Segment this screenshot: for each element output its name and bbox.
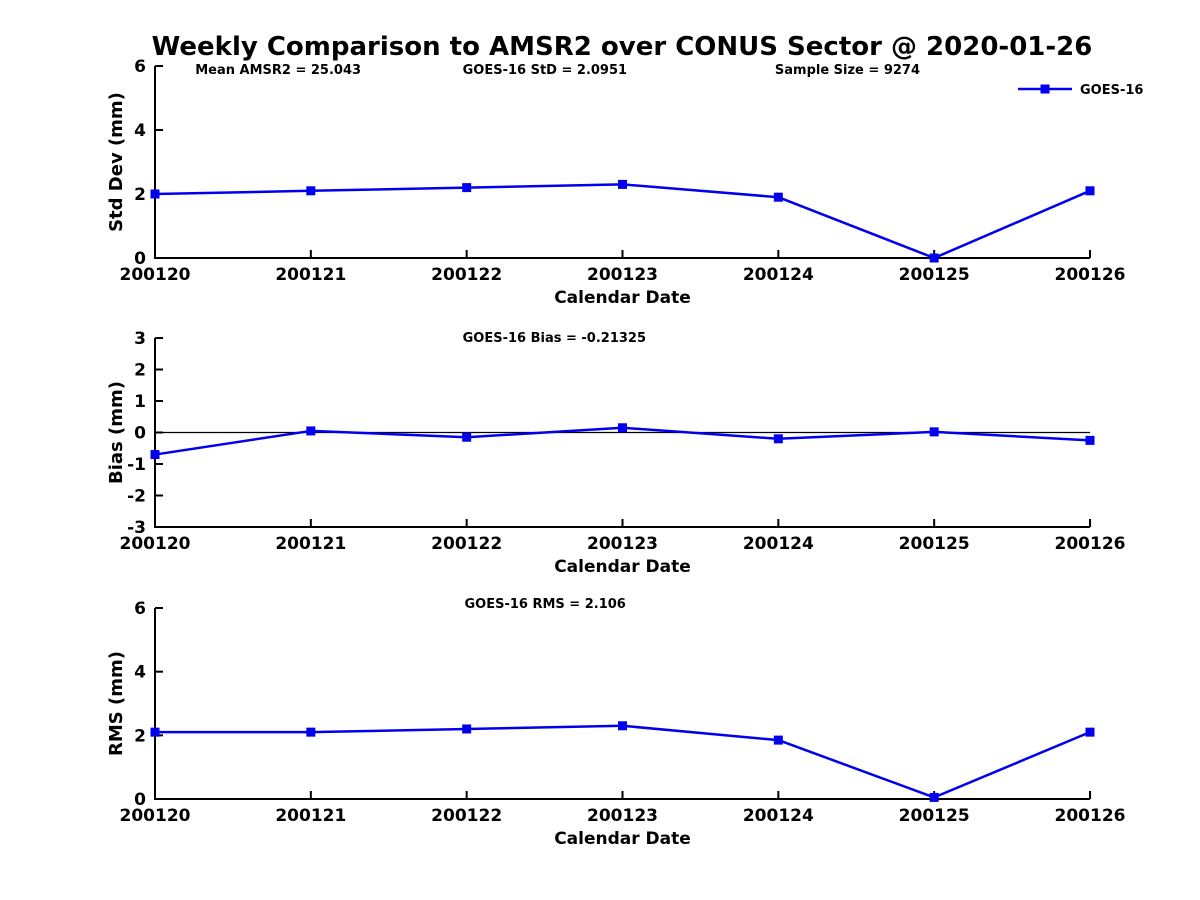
x-axis-label: Calendar Date: [554, 829, 691, 849]
y-axis-label: Std Dev (mm): [106, 92, 127, 232]
y-axis-label: Bias (mm): [106, 381, 127, 484]
data-point-marker: [618, 179, 627, 189]
data-point-marker: [462, 183, 472, 193]
stat-annotation: GOES-16 StD = 2.0951: [463, 63, 627, 78]
y-tick-label: 1: [134, 392, 146, 412]
y-tick-label: 6: [134, 57, 146, 77]
y-tick-label: 0: [134, 424, 146, 444]
stat-annotation: Mean AMSR2 = 25.043: [195, 63, 361, 78]
x-tick-label: 200123: [587, 265, 658, 285]
data-point-marker: [306, 186, 316, 196]
y-tick-label: 6: [134, 599, 146, 619]
x-tick-label: 200122: [431, 534, 502, 554]
data-point-marker: [929, 253, 939, 263]
axis-line: [154, 608, 1090, 800]
data-point-marker: [1085, 435, 1095, 445]
x-tick-label: 200124: [743, 806, 814, 826]
x-tick-label: 200122: [431, 806, 502, 826]
y-tick-label: 4: [134, 121, 146, 141]
y-tick-label: -1: [127, 455, 146, 475]
data-point-marker: [1085, 186, 1095, 196]
data-point-marker: [773, 434, 783, 444]
y-tick-label: 3: [134, 329, 146, 349]
x-tick-label: 200125: [899, 806, 970, 826]
x-tick-label: 200121: [275, 265, 346, 285]
data-point-marker: [618, 423, 627, 433]
x-tick-label: 200126: [1055, 265, 1126, 285]
y-tick-label: -3: [127, 518, 146, 538]
y-axis-label: RMS (mm): [106, 651, 127, 756]
data-point-marker: [150, 727, 160, 737]
y-tick-label: 2: [134, 726, 146, 746]
data-point-marker: [773, 735, 783, 745]
y-tick-label: 2: [134, 361, 146, 381]
x-tick-label: 200120: [120, 806, 191, 826]
data-point-marker: [462, 432, 472, 442]
series-line: [154, 183, 1091, 260]
x-tick-label: 200123: [587, 534, 658, 554]
x-tick-label: 200124: [743, 265, 814, 285]
legend-label: GOES-16: [1080, 83, 1143, 98]
y-tick-label: -2: [127, 487, 146, 507]
data-point-marker: [150, 189, 160, 199]
stat-annotation: GOES-16 Bias = -0.21325: [463, 331, 646, 346]
x-tick-label: 200120: [120, 534, 191, 554]
x-tick-label: 200125: [899, 265, 970, 285]
axis-line: [154, 66, 1090, 259]
stat-annotation: GOES-16 RMS = 2.106: [464, 597, 625, 612]
data-point-marker: [1085, 727, 1095, 737]
x-tick-label: 200121: [275, 534, 346, 554]
data-point-marker: [306, 426, 316, 436]
x-tick-label: 200126: [1055, 806, 1126, 826]
data-point-marker: [150, 450, 160, 460]
y-tick-label: 4: [134, 663, 146, 683]
x-tick-label: 200122: [431, 265, 502, 285]
data-point-marker: [462, 724, 472, 734]
y-tick-label: 2: [134, 185, 146, 205]
x-axis-label: Calendar Date: [554, 288, 691, 308]
x-tick-label: 200124: [743, 534, 814, 554]
data-point-marker: [618, 721, 627, 731]
data-point-marker: [773, 192, 783, 202]
data-point-marker: [929, 427, 939, 437]
series-line: [155, 724, 1091, 799]
x-tick-label: 200125: [899, 534, 970, 554]
x-tick-label: 200121: [275, 806, 346, 826]
x-tick-label: 200123: [587, 806, 658, 826]
x-tick-label: 200120: [120, 265, 191, 285]
x-tick-label: 200126: [1055, 534, 1126, 554]
legend-marker: [1040, 84, 1050, 94]
chart-title: Weekly Comparison to AMSR2 over CONUS Se…: [151, 32, 1093, 62]
x-axis-label: Calendar Date: [554, 557, 691, 577]
data-point-marker: [929, 792, 939, 802]
y-tick-label: 0: [134, 790, 146, 810]
data-point-marker: [306, 727, 316, 737]
y-tick-label: 0: [134, 249, 146, 269]
stat-annotation: Sample Size = 9274: [775, 63, 920, 78]
